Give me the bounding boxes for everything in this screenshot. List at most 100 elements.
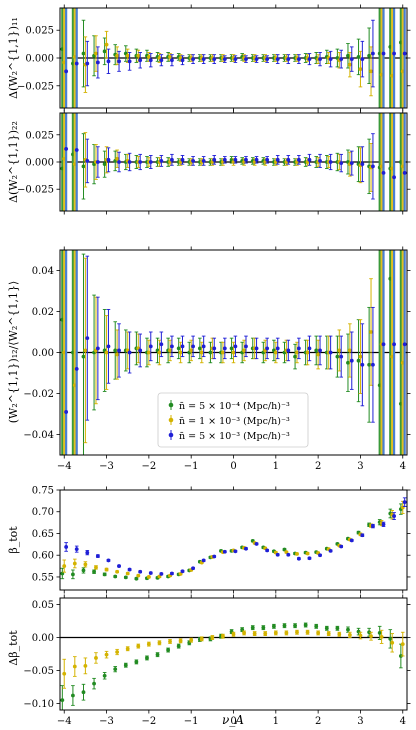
data-point bbox=[64, 147, 69, 151]
data-point bbox=[95, 60, 100, 65]
data-point bbox=[367, 362, 372, 367]
data-point bbox=[180, 569, 185, 574]
x-tick-label: −2 bbox=[141, 461, 156, 472]
x-tick-label: −1 bbox=[184, 461, 199, 472]
data-point bbox=[168, 348, 172, 353]
data-point bbox=[125, 53, 130, 58]
data-point bbox=[335, 626, 340, 631]
data-point bbox=[402, 170, 407, 175]
data-point bbox=[138, 569, 143, 574]
data-point bbox=[115, 156, 120, 161]
legend-entry-2: n̄ = 1 × 10⁻³ (Mpc/h)⁻³ bbox=[168, 415, 290, 427]
data-point bbox=[125, 646, 130, 651]
data-point bbox=[369, 330, 373, 334]
data-point bbox=[339, 354, 344, 359]
data-point bbox=[392, 514, 396, 518]
data-point bbox=[244, 546, 248, 551]
data-point bbox=[102, 162, 107, 167]
x-tick-label: 4 bbox=[400, 461, 406, 472]
data-point bbox=[381, 522, 386, 527]
y-tick-label: 0.55 bbox=[32, 572, 54, 583]
data-point bbox=[81, 164, 86, 169]
data-point bbox=[201, 558, 206, 563]
y-tick-label: 0.02 bbox=[32, 307, 54, 318]
data-point bbox=[275, 552, 280, 557]
data-point bbox=[138, 58, 143, 63]
panel-2-data bbox=[60, 113, 407, 211]
y-tick-label: 0.00 bbox=[32, 348, 54, 359]
panel-3-ylabel: (W₂^{1,1})₁₂/⟨W₂^{1,1}⟩ bbox=[7, 281, 20, 424]
y-tick-label: −0.02 bbox=[23, 389, 54, 400]
x-tick-label: 2 bbox=[315, 461, 321, 472]
panel-1-series-2 bbox=[62, 8, 405, 108]
data-point bbox=[295, 552, 299, 556]
data-point bbox=[115, 352, 120, 357]
panel-2-ylabel: Δ(W₂^{1,1})₂₂ bbox=[7, 121, 20, 203]
data-point bbox=[328, 160, 333, 164]
data-point bbox=[222, 57, 227, 62]
data-point bbox=[347, 348, 352, 353]
panel-1-series-3 bbox=[64, 8, 407, 108]
panel-4: 0.55 0.60 0.65 0.70 0.75 bbox=[32, 486, 411, 594]
data-point bbox=[72, 561, 77, 566]
data-point bbox=[265, 548, 270, 553]
data-point bbox=[286, 57, 291, 62]
data-point bbox=[303, 623, 308, 627]
data-point bbox=[356, 629, 361, 634]
data-point bbox=[64, 410, 69, 414]
data-point bbox=[136, 53, 141, 58]
data-point bbox=[265, 57, 270, 62]
data-point bbox=[339, 161, 344, 165]
panel-1-ylabel: Δ(W₂^{1,1})₁₁ bbox=[7, 17, 20, 99]
data-point bbox=[347, 62, 352, 67]
data-point bbox=[254, 542, 259, 546]
data-point bbox=[148, 160, 153, 164]
legend: n̄ = 5 × 10⁻⁴ (Mpc/h)⁻³ n̄ = 1 × 10⁻³ (M… bbox=[157, 392, 309, 448]
x-tick-label: 1 bbox=[273, 461, 279, 472]
data-point bbox=[201, 344, 206, 349]
x-tick-label: 0 bbox=[230, 461, 236, 472]
x-tick-label: −3 bbox=[99, 716, 114, 727]
data-point bbox=[296, 346, 301, 351]
data-point bbox=[346, 53, 350, 58]
data-point bbox=[212, 346, 217, 351]
data-point bbox=[367, 630, 372, 635]
data-point bbox=[326, 631, 331, 636]
data-point bbox=[346, 627, 350, 632]
data-point bbox=[159, 159, 164, 163]
data-point bbox=[400, 505, 405, 510]
data-point bbox=[117, 160, 121, 164]
data-point bbox=[295, 630, 299, 635]
data-point bbox=[296, 57, 301, 62]
data-point bbox=[377, 631, 382, 635]
data-point bbox=[371, 164, 375, 169]
data-point bbox=[286, 552, 291, 557]
data-point bbox=[356, 54, 361, 59]
data-point bbox=[176, 644, 181, 648]
panel-2-series-3 bbox=[64, 113, 407, 211]
x-tick-label: 0 bbox=[230, 716, 236, 727]
data-point bbox=[62, 671, 67, 676]
panel-1: −0.025 0.000 0.025 bbox=[17, 4, 411, 112]
data-point bbox=[125, 571, 130, 576]
panel-3-series-2 bbox=[62, 250, 405, 455]
data-point bbox=[402, 500, 407, 505]
x-tick-label: −1 bbox=[184, 716, 199, 727]
data-point bbox=[398, 654, 403, 658]
y-tick-label: 0.000 bbox=[25, 158, 54, 169]
data-point bbox=[282, 623, 287, 628]
data-point bbox=[244, 157, 248, 162]
x-tick-label: 2 bbox=[315, 716, 321, 727]
data-point bbox=[127, 59, 132, 64]
data-point bbox=[222, 346, 227, 351]
data-point bbox=[85, 550, 90, 555]
data-point bbox=[74, 547, 79, 552]
data-point bbox=[392, 175, 396, 180]
data-point bbox=[254, 346, 259, 351]
data-point bbox=[74, 148, 79, 152]
data-point bbox=[212, 554, 217, 559]
data-point bbox=[178, 572, 183, 576]
data-point bbox=[233, 57, 238, 62]
data-point bbox=[104, 42, 109, 47]
data-point bbox=[127, 350, 132, 355]
